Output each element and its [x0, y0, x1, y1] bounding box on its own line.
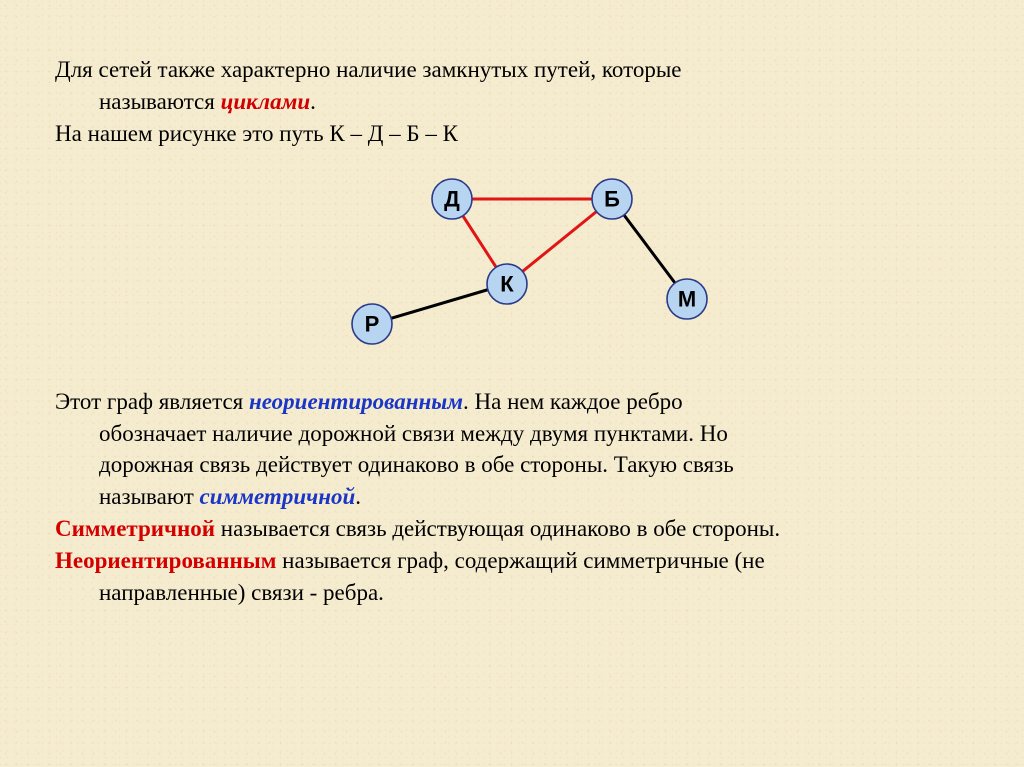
para-3-line-3: дорожная связь действует одинаково в обе…	[55, 450, 969, 480]
para-1-post: .	[310, 89, 316, 114]
term-undirected: неориентированным	[249, 389, 463, 414]
graph-edge	[372, 284, 507, 324]
para-1-line-1: Для сетей также характерно наличие замкн…	[55, 55, 969, 85]
graph-node-M: М	[667, 279, 707, 319]
svg-text:М: М	[678, 286, 696, 311]
para-2: На нашем рисунке это путь К – Д – Б – К	[55, 119, 969, 149]
graph-diagram: Д Б К М Р	[282, 169, 742, 359]
svg-text:Р: Р	[365, 311, 380, 336]
graph-node-B: Б	[592, 179, 632, 219]
graph-node-R: Р	[352, 304, 392, 344]
graph-node-K: К	[487, 264, 527, 304]
svg-text:Б: Б	[604, 186, 620, 211]
term-symmetric: симметричной	[200, 484, 356, 509]
para-1-line-2: называются циклами.	[55, 87, 969, 117]
term-cycles: циклами	[221, 89, 311, 114]
graph-container: Д Б К М Р	[55, 169, 969, 359]
para-5-line-2: направленные) связи - ребра.	[55, 578, 969, 608]
para-5-rest: называется граф, содержащий симметричные…	[276, 548, 764, 573]
para-3d-post: .	[355, 484, 361, 509]
para-3d-pre: называют	[99, 484, 200, 509]
para-3-post: . На нем каждое ребро	[463, 389, 683, 414]
svg-text:Д: Д	[444, 186, 460, 211]
lead-undirected: Неориентированным	[55, 548, 276, 573]
para-1-pre: называются	[99, 89, 221, 114]
para-4-rest: называется связь действующая одинаково в…	[215, 516, 780, 541]
para-3-line-4: называют симметричной.	[55, 482, 969, 512]
para-4: Симметричной называется связь действующа…	[55, 514, 969, 544]
graph-node-D: Д	[432, 179, 472, 219]
para-3-pre: Этот граф является	[55, 389, 249, 414]
lead-symmetric: Симметричной	[55, 516, 215, 541]
para-3-line-2: обозначает наличие дорожной связи между …	[55, 419, 969, 449]
para-5-line-1: Неориентированным называется граф, содер…	[55, 546, 969, 576]
svg-text:К: К	[500, 271, 514, 296]
slide-content: Для сетей также характерно наличие замкн…	[55, 55, 969, 608]
para-3-line-1: Этот граф является неориентированным. На…	[55, 387, 969, 417]
